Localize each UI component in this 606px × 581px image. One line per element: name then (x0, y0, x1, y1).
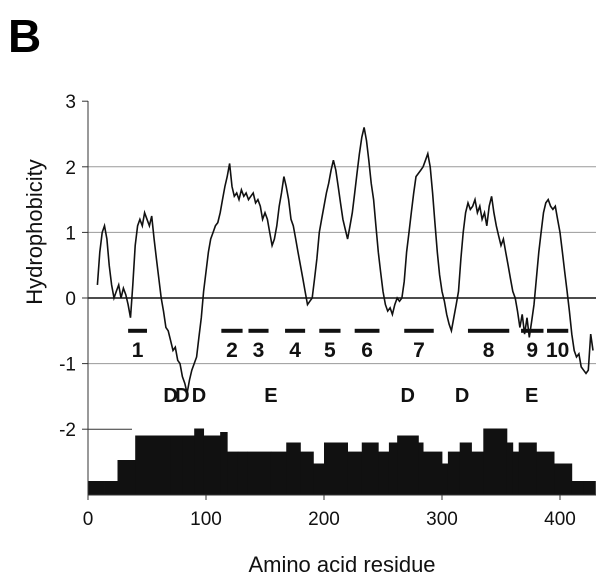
profile-bar (324, 442, 348, 495)
residue-label: E (525, 385, 538, 407)
x-axis-label: Amino acid residue (248, 552, 435, 577)
segment-bar (404, 328, 434, 333)
profile-bar (313, 463, 325, 495)
residue-labels: DD D E D D E (163, 385, 538, 407)
profile-bar (247, 451, 272, 495)
residue-label: D (455, 385, 469, 407)
profile-bar (227, 451, 239, 495)
profile-bar (237, 451, 248, 495)
x-ticks: 0 100 200 300 400 (83, 495, 576, 530)
y-axis-label: Hydrophobicity (22, 159, 47, 305)
hydrophobicity-line (96, 127, 594, 394)
profile-bar (286, 442, 301, 495)
y-tick-label: 0 (65, 289, 76, 310)
profile-bar (220, 432, 228, 495)
segment-bar (319, 328, 341, 333)
y-ticks: 3 2 1 0 -1 -2 (59, 92, 88, 441)
segment-bar (467, 328, 510, 333)
profile-bar (397, 435, 419, 495)
profile-bar (518, 442, 537, 495)
profile-bars (88, 428, 596, 495)
profile-bar (512, 451, 520, 495)
profile-bar (361, 442, 379, 495)
segment-label: 10 (546, 339, 569, 362)
profile-bar (88, 481, 105, 495)
segment-label: 4 (289, 339, 301, 362)
profile-bar (506, 442, 514, 495)
segment-bar (248, 328, 269, 333)
profile-bar (418, 442, 424, 495)
x-tick-label: 0 (83, 509, 94, 530)
segment-label: 3 (253, 339, 265, 362)
profile-bar (571, 481, 584, 495)
segment-label: 5 (324, 339, 336, 362)
segment-bar (128, 328, 147, 333)
segment-label: 6 (361, 339, 373, 362)
profile-bar (104, 481, 118, 495)
residue-label: D (192, 385, 206, 407)
x-tick-label: 400 (544, 509, 576, 530)
segment-bar (285, 328, 306, 333)
profile-bar (170, 435, 183, 495)
y-tick-label: 2 (65, 158, 76, 179)
residue-label: D (401, 385, 415, 407)
x-tick-label: 300 (426, 509, 458, 530)
y-tick-label: 3 (65, 92, 76, 113)
profile-bar (194, 428, 205, 495)
profile-bar (459, 442, 472, 495)
profile-bar (388, 442, 398, 495)
profile-bar (270, 451, 287, 495)
segment-bar (354, 328, 380, 333)
x-tick-label: 200 (308, 509, 340, 530)
segment-label: 9 (526, 339, 538, 362)
segment-bars: 1 2 3 4 5 6 7 8 9 10 (128, 328, 569, 362)
profile-bar (483, 428, 508, 495)
profile-bar (117, 460, 136, 495)
y-tick-label: 1 (65, 223, 76, 244)
profile-bar (182, 435, 195, 495)
gridlines (88, 166, 596, 430)
y-tick-label: -1 (59, 355, 76, 376)
residue-label: D (163, 385, 177, 407)
segment-bar (547, 328, 569, 333)
segment-bar (521, 328, 544, 333)
profile-bar (347, 451, 363, 495)
profile-bar (300, 451, 314, 495)
segment-label: 7 (413, 339, 425, 362)
residue-label: E (264, 385, 277, 407)
profile-bar (583, 481, 596, 495)
profile-bar (447, 451, 461, 495)
segment-label: 1 (132, 339, 144, 362)
profile-bar (203, 435, 221, 495)
x-tick-label: 100 (190, 509, 222, 530)
panel-label: B (8, 10, 41, 62)
profile-bar (135, 435, 171, 495)
profile-bar (471, 451, 484, 495)
profile-bar (378, 451, 390, 495)
y-tick-label: -2 (59, 420, 76, 441)
segment-bar (221, 328, 243, 333)
segment-label: 2 (226, 339, 238, 362)
residue-label: D (175, 385, 189, 407)
profile-bar (536, 451, 555, 495)
profile-bar (442, 463, 449, 495)
profile-bar (554, 463, 573, 495)
profile-bar (423, 451, 443, 495)
segment-label: 8 (483, 339, 495, 362)
